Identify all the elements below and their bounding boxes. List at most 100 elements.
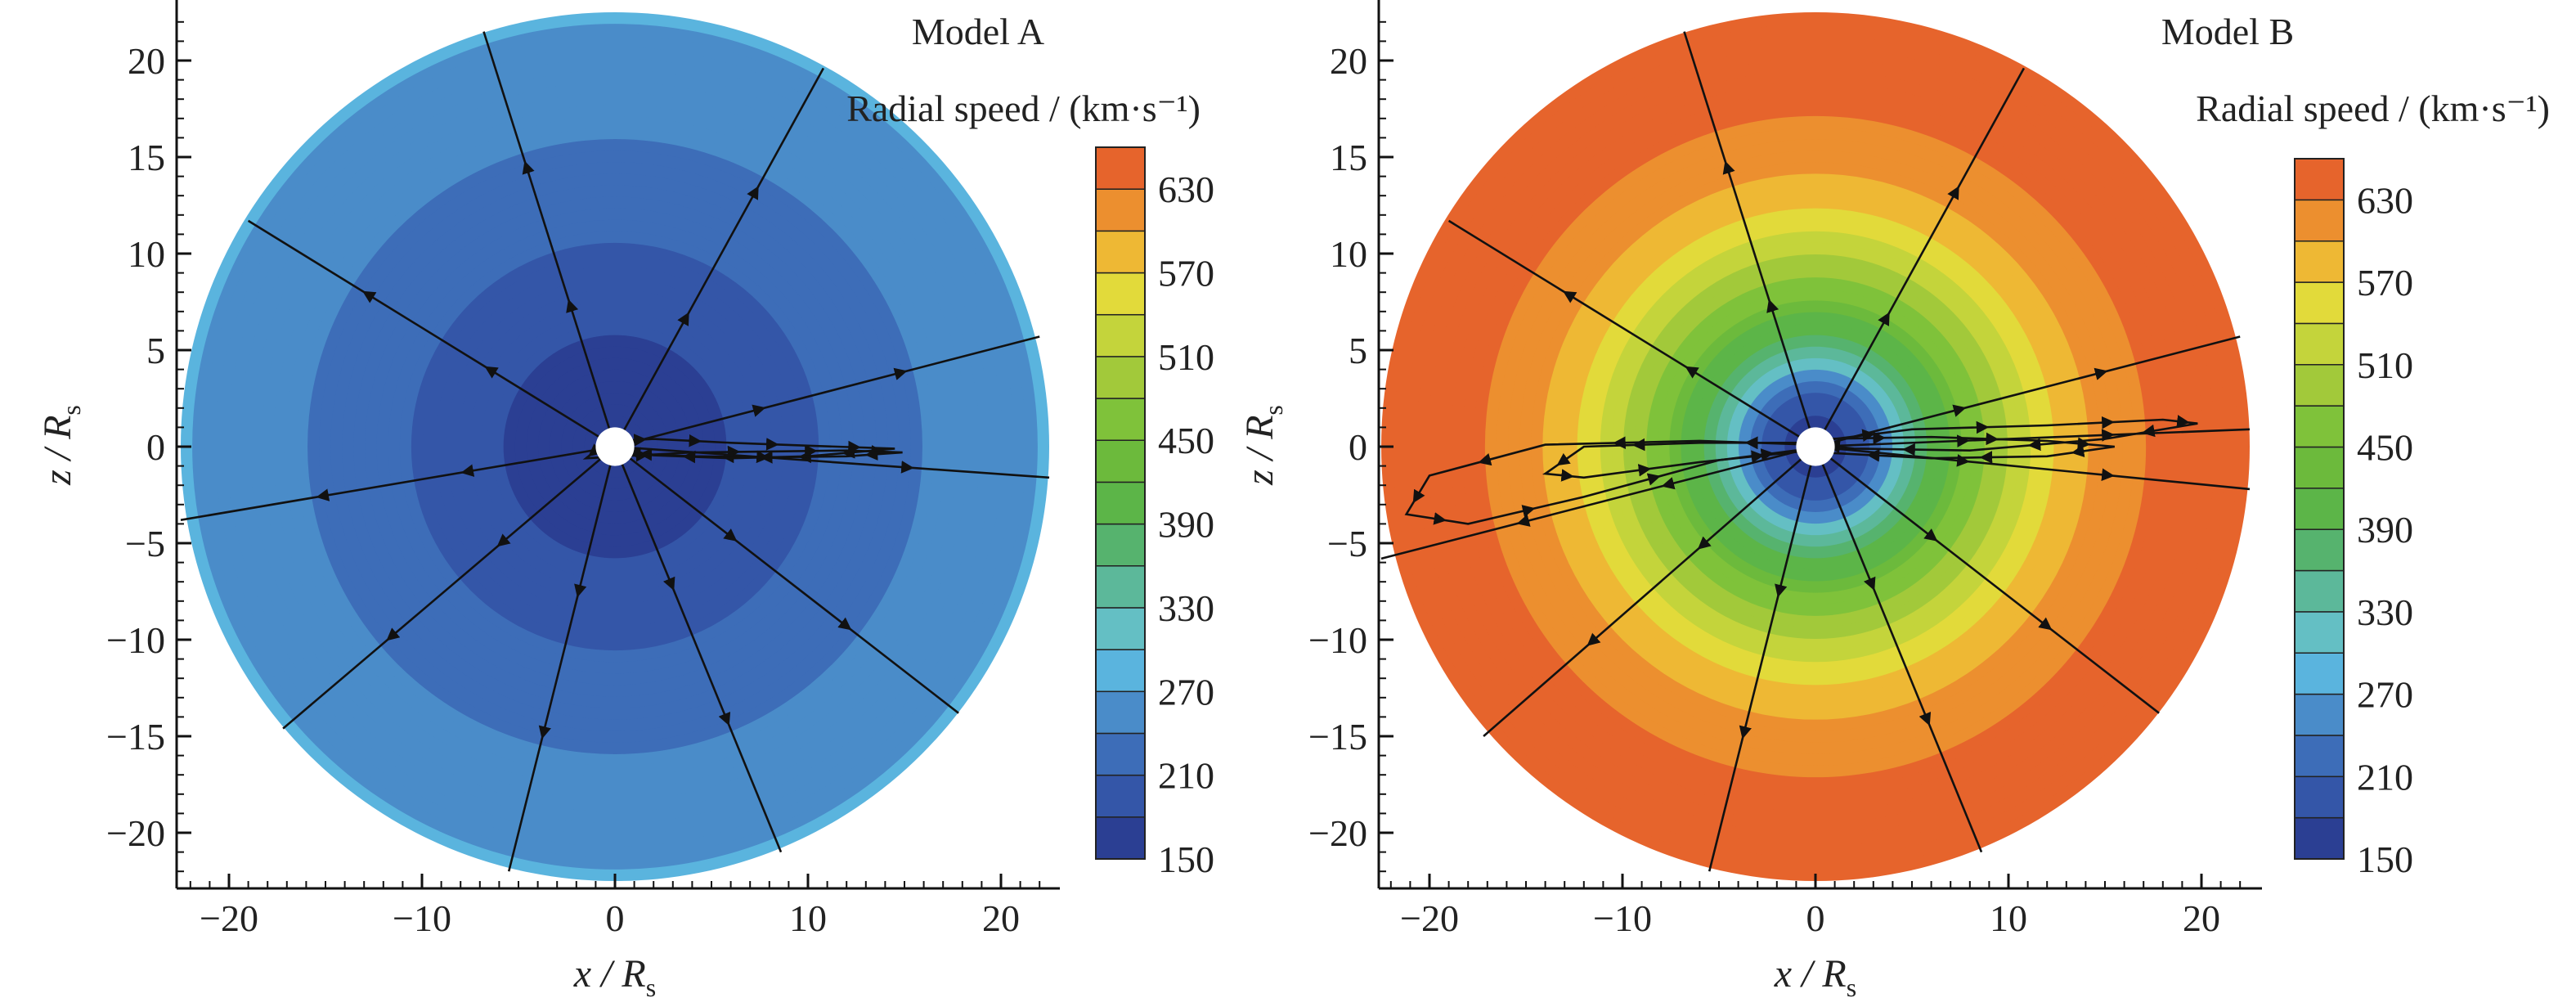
field-line-arrow xyxy=(1563,290,1577,303)
colorbar-tick-label: 210 xyxy=(2357,756,2413,798)
field-line-arrow xyxy=(1685,366,1699,379)
field-line xyxy=(614,335,1040,448)
x-axis-label-a-sub: s xyxy=(646,973,656,1002)
colorbar-label-a: Radial speed / (km·s⁻¹) xyxy=(846,88,1200,129)
y-axis-label-a: z / Rs xyxy=(36,405,86,486)
x-tick-label: 20 xyxy=(982,897,1020,939)
colorbar-band xyxy=(1095,732,1146,776)
colorbar-band xyxy=(2294,488,2345,530)
field-line xyxy=(1708,446,1817,872)
field-line-arrow xyxy=(1878,312,1890,326)
field-line-arrow xyxy=(574,583,587,598)
central-body-a xyxy=(595,427,635,466)
colorbar-band xyxy=(2294,569,2345,613)
colorbar-tick-label: 150 xyxy=(1158,838,1214,880)
field-line-arrow xyxy=(2176,415,2190,428)
x-tick-label: −20 xyxy=(200,897,258,939)
colorbar-frame xyxy=(1095,146,1146,860)
field-line-arrow xyxy=(1923,528,1938,542)
field-line-arrow xyxy=(718,711,731,726)
y-tick-label: 10 xyxy=(128,233,165,275)
x-tick-label: −10 xyxy=(1593,897,1652,939)
field-line-arrow xyxy=(460,464,475,477)
x-tick-label: 0 xyxy=(1806,897,1825,939)
colorbar-band xyxy=(2294,611,2345,654)
field-line-arrow xyxy=(2038,617,2053,631)
field-line-arrow xyxy=(1556,452,1571,466)
colorbar-band xyxy=(2294,735,2345,778)
x-axis-label-b: x / Rs xyxy=(1774,952,1856,1002)
field-line xyxy=(1815,445,2160,714)
colorbar-tick-label: 390 xyxy=(2357,509,2413,551)
field-line xyxy=(1683,31,1817,447)
colorbar-label-b: Radial speed / (km·s⁻¹) xyxy=(2196,88,2550,129)
y-tick-label: 10 xyxy=(1330,233,1367,275)
colorbar-band xyxy=(1095,649,1146,693)
field-line xyxy=(1483,446,1816,737)
y-tick-label: 5 xyxy=(1349,330,1367,371)
y-axis-label-b: z / Rs xyxy=(1238,405,1288,486)
x-tick-label: −20 xyxy=(1400,897,1459,939)
x-tick-label: 20 xyxy=(2183,897,2220,939)
y-tick-label: 15 xyxy=(1330,137,1367,178)
field-line-arrow xyxy=(2027,438,2041,452)
field-line-arrow xyxy=(864,447,878,461)
field-line xyxy=(1542,441,1811,479)
colorbar-band xyxy=(1095,690,1146,735)
y-axis-label-a-sub: s xyxy=(56,405,86,415)
field-line-arrow xyxy=(386,627,401,641)
field-line-arrow xyxy=(677,312,689,326)
colorbar-frame xyxy=(2294,158,2345,860)
colorbar-b: 150 210 270 330 390 450 510 570 630 xyxy=(2294,158,2413,880)
colorbar-band xyxy=(2294,446,2345,489)
colorbar-band xyxy=(1095,188,1146,232)
colorbar-tick-label: 270 xyxy=(2357,674,2413,716)
field-line-arrow xyxy=(841,445,855,459)
field-line-arrow xyxy=(627,447,642,460)
field-line-arrow xyxy=(837,617,852,631)
field-line-arrow xyxy=(1560,469,1574,482)
colorbar-tick-label: 450 xyxy=(1158,420,1214,461)
panel-title-b: Model B xyxy=(2161,11,2294,52)
y-tick-label: −10 xyxy=(1308,619,1367,661)
colorbar-band xyxy=(1095,230,1146,274)
x-axis-label-b-sub: s xyxy=(1847,973,1856,1002)
colorbar-tick-label: 330 xyxy=(2357,591,2413,633)
panel-title-a: Model A xyxy=(912,11,1044,52)
field-line-arrow xyxy=(723,528,738,542)
field-line-arrow xyxy=(1661,477,1676,490)
colorbar-tick-label: 630 xyxy=(2357,179,2413,221)
field-line-arrow xyxy=(1766,299,1779,313)
colorbar-band xyxy=(2294,693,2345,736)
field-line-arrow xyxy=(633,434,647,447)
colorbar-band xyxy=(2294,364,2345,407)
colorbar-tick-label: 330 xyxy=(1158,587,1214,629)
y-tick-label: −5 xyxy=(125,523,165,564)
colorbar-tick-label: 390 xyxy=(1158,504,1214,546)
field-line-arrow xyxy=(1722,160,1735,175)
y-tick-label: 0 xyxy=(146,426,165,468)
field-line-arrow xyxy=(2094,367,2108,380)
field-line-arrow xyxy=(1861,429,1876,443)
x-tick-label: −10 xyxy=(393,897,451,939)
x-tick-label: 10 xyxy=(1990,897,2027,939)
field-line xyxy=(247,219,616,448)
field-line xyxy=(614,445,959,714)
colorbar-band xyxy=(1095,313,1146,357)
field-line-arrow xyxy=(522,160,535,175)
colorbar-band xyxy=(2294,652,2345,695)
field-line xyxy=(482,31,617,447)
field-line xyxy=(1815,335,2241,448)
field-line-arrow xyxy=(2101,468,2115,481)
colorbar-band xyxy=(2294,158,2345,201)
field-line-arrow xyxy=(1863,576,1876,591)
colorbar-band xyxy=(2294,240,2345,283)
colorbar-tick-label: 570 xyxy=(2357,262,2413,303)
field-line-arrow xyxy=(900,461,914,474)
field-lines-b xyxy=(1380,31,2251,872)
field-line-arrow xyxy=(484,366,499,379)
field-line xyxy=(1814,446,1983,853)
field-line-arrow xyxy=(538,725,551,740)
